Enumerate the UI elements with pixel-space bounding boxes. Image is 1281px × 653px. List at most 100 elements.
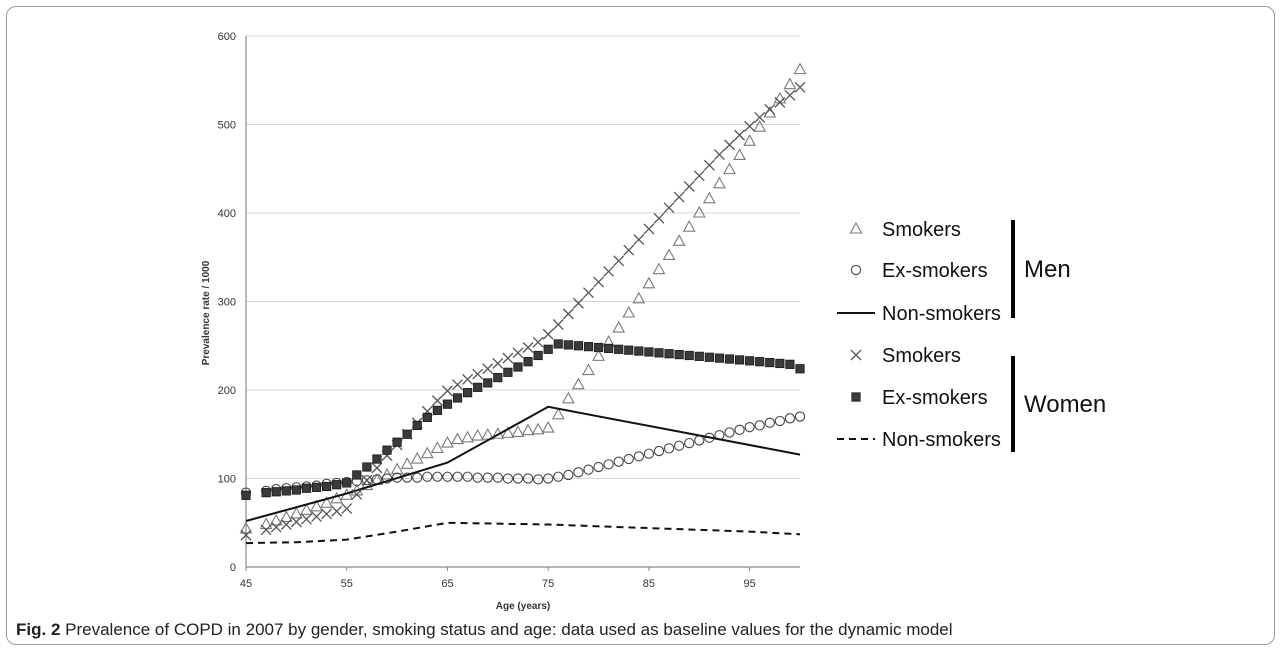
data-point <box>633 451 644 462</box>
data-point <box>402 429 412 439</box>
legend-item: Non-smokers <box>837 429 1001 451</box>
data-point <box>461 430 475 443</box>
data-point <box>551 407 565 420</box>
data-point <box>623 244 635 256</box>
x-tick-label: 65 <box>441 578 453 590</box>
legend-item: Smokers <box>849 219 961 241</box>
legend-group-women: Smokers Ex-smokers Non-smokers Women <box>837 345 1106 452</box>
data-point <box>754 420 765 431</box>
y-tick-label: 600 <box>218 31 236 43</box>
data-point <box>745 356 755 366</box>
data-point <box>795 364 805 374</box>
data-point <box>441 385 453 397</box>
legend-label: Non-smokers <box>882 429 1001 451</box>
data-point <box>352 470 362 480</box>
data-point <box>432 471 443 482</box>
data-point <box>583 287 594 299</box>
data-point <box>521 423 535 436</box>
data-point <box>673 440 685 451</box>
data-point <box>653 212 665 224</box>
data-point <box>321 508 333 520</box>
data-point <box>301 483 312 493</box>
data-point <box>452 471 463 482</box>
data-point <box>734 355 745 365</box>
data-point <box>452 379 463 391</box>
data-point <box>321 481 332 492</box>
data-point <box>571 377 585 390</box>
data-point <box>604 343 614 354</box>
data-point <box>442 471 453 482</box>
data-point <box>361 474 373 486</box>
data-point <box>562 308 574 320</box>
data-point <box>764 103 776 115</box>
data-point <box>763 105 777 118</box>
caption-label: Fig. 2 <box>16 620 61 639</box>
data-point <box>755 357 765 367</box>
data-point <box>452 393 463 403</box>
data-point <box>533 350 543 361</box>
data-point <box>734 424 745 435</box>
data-point <box>624 345 634 355</box>
data-point <box>714 353 725 363</box>
data-point <box>572 297 584 309</box>
data-point <box>422 471 433 482</box>
gridlines <box>246 35 800 479</box>
x-axis-label: Age (years) <box>496 601 550 612</box>
data-point <box>573 341 584 351</box>
data-point <box>420 446 434 459</box>
data-point <box>492 357 504 369</box>
legend-group-label: Men <box>1024 256 1071 283</box>
data-point <box>341 503 353 515</box>
data-point <box>612 320 626 333</box>
data-point <box>662 248 676 261</box>
data-point <box>734 129 746 141</box>
x-tick-labels: 45 55 65 75 85 95 <box>240 578 756 590</box>
data-point <box>342 478 352 488</box>
data-point <box>239 521 253 534</box>
data-point <box>502 352 514 364</box>
data-point <box>482 363 494 375</box>
data-point <box>623 453 634 465</box>
data-point <box>279 510 293 522</box>
data-point <box>644 347 654 357</box>
data-point <box>753 120 767 132</box>
data-point <box>774 415 786 427</box>
legend-marker <box>851 392 861 402</box>
data-point <box>653 445 665 457</box>
data-point <box>593 276 605 288</box>
x-tick-label: 55 <box>341 578 353 590</box>
data-point <box>382 445 392 455</box>
data-point <box>523 357 533 367</box>
data-point <box>754 111 766 123</box>
data-point <box>775 358 785 369</box>
data-point <box>563 469 574 481</box>
legend-group-label: Women <box>1024 391 1106 418</box>
data-point <box>261 488 271 498</box>
y-tick-label: 100 <box>218 474 236 486</box>
x-tick-label: 95 <box>744 578 756 590</box>
data-point <box>724 139 735 151</box>
data-point <box>260 524 272 536</box>
data-point <box>583 464 594 475</box>
data-point <box>310 499 323 512</box>
y-tick-label: 300 <box>218 297 236 309</box>
y-tick-label: 200 <box>218 385 236 397</box>
data-point <box>271 487 281 497</box>
data-point <box>684 350 694 361</box>
data-point <box>503 367 513 377</box>
data-point <box>684 437 695 449</box>
data-point <box>613 456 624 467</box>
series-men-non-smokers <box>245 405 801 522</box>
data-point <box>723 162 736 175</box>
data-point <box>632 291 646 304</box>
data-point <box>702 191 716 204</box>
series-women-non-smokers <box>245 521 801 545</box>
data-point <box>634 346 644 356</box>
data-point <box>573 467 584 478</box>
data-point <box>320 496 334 508</box>
data-point <box>553 471 564 482</box>
data-point <box>603 265 615 277</box>
data-point <box>642 276 656 289</box>
data-point <box>561 391 575 404</box>
data-point <box>613 255 625 267</box>
